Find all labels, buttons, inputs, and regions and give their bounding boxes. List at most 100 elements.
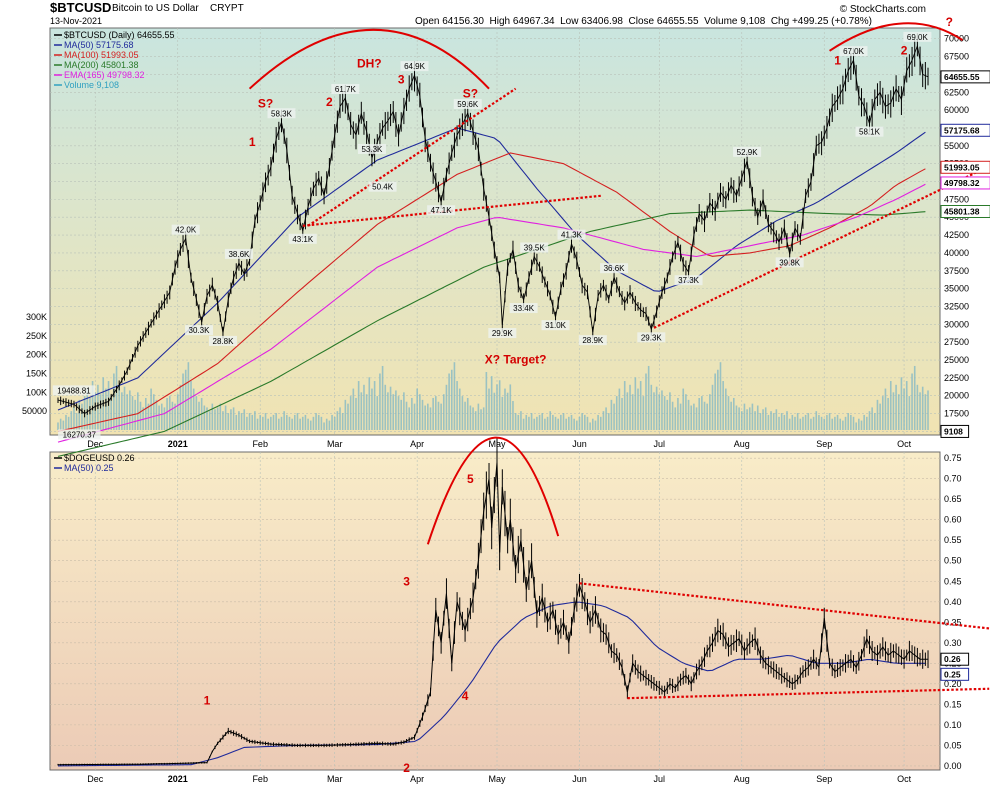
volume-bar bbox=[727, 396, 730, 430]
volume-bar bbox=[67, 416, 70, 430]
price-close-line bbox=[57, 44, 929, 415]
value-label: 37.3K bbox=[678, 276, 700, 285]
volume-bar bbox=[150, 388, 152, 430]
volume-bar bbox=[238, 411, 240, 430]
wave-label: 5 bbox=[467, 472, 474, 486]
red-annotation-labels: S? DH? S? 1 2 3 1 2? X? Target? 1 2 3 4 5 bbox=[204, 15, 953, 775]
volume-bar bbox=[413, 403, 416, 430]
volume-bar bbox=[740, 411, 743, 430]
doge-price-series bbox=[57, 437, 929, 766]
last-value-tag bbox=[940, 652, 970, 666]
volume-bar bbox=[812, 416, 815, 430]
value-label-bg bbox=[331, 83, 360, 94]
volume-bar bbox=[780, 413, 783, 430]
volume-bar bbox=[352, 388, 355, 430]
volume-bar bbox=[775, 409, 778, 430]
volume-bar bbox=[807, 413, 810, 430]
volume-bar bbox=[783, 414, 786, 430]
volume-bar bbox=[262, 416, 264, 430]
volume-tick-label: 250K bbox=[26, 331, 47, 341]
volume-bar bbox=[586, 416, 589, 430]
volume-bar bbox=[695, 407, 698, 430]
volume-bar bbox=[546, 416, 549, 430]
value-label-bg bbox=[855, 126, 884, 137]
volume-bar bbox=[836, 414, 839, 430]
volume-bar bbox=[184, 369, 187, 430]
volume-bar bbox=[440, 403, 442, 430]
volume-bar bbox=[235, 414, 238, 430]
volume-bar bbox=[248, 413, 251, 430]
volume-bar bbox=[179, 384, 182, 430]
volume-bar bbox=[834, 416, 836, 430]
volume-bar bbox=[323, 422, 325, 430]
volume-bar bbox=[70, 411, 73, 430]
moving-average-ema165 bbox=[57, 183, 926, 443]
volume-bar bbox=[658, 394, 661, 430]
volume-bar bbox=[496, 384, 498, 430]
volume-bar bbox=[488, 388, 490, 430]
volume-bar bbox=[246, 416, 248, 430]
peak-arc bbox=[426, 436, 560, 545]
volume-bar bbox=[693, 403, 695, 430]
chart-date: 13-Nov-2021 bbox=[50, 16, 102, 26]
volume-bar bbox=[573, 418, 575, 430]
price-tick-label: 40000 bbox=[944, 248, 969, 258]
volume-bar bbox=[568, 416, 570, 430]
volume-bar bbox=[528, 416, 530, 430]
price-tick-label: 70000 bbox=[944, 34, 969, 44]
value-label: 31.0K bbox=[545, 321, 567, 330]
volume-bar bbox=[442, 394, 445, 430]
pattern-label: 2 bbox=[326, 95, 333, 109]
last-value-text: 0.25 bbox=[944, 669, 961, 679]
volume-bar bbox=[730, 401, 732, 430]
doge-gridlines bbox=[50, 452, 940, 770]
volume-bar bbox=[804, 414, 807, 430]
volume-bar bbox=[264, 413, 267, 430]
price-tick-label: 0.20 bbox=[944, 679, 962, 689]
volume-bar bbox=[392, 394, 395, 430]
volume-bar bbox=[594, 420, 597, 430]
price-tick-label: 60000 bbox=[944, 105, 969, 115]
value-label: 39.5K bbox=[524, 243, 546, 252]
volume-bar bbox=[121, 392, 123, 430]
volume-bar bbox=[621, 397, 623, 430]
value-label-bg bbox=[674, 275, 703, 286]
value-label: 61.7K bbox=[335, 85, 357, 94]
value-label-bg bbox=[288, 233, 317, 244]
month-tick-label: Mar bbox=[327, 439, 343, 449]
volume-bar bbox=[363, 384, 365, 430]
volume-bar bbox=[831, 418, 834, 430]
month-tick-label: Jul bbox=[654, 439, 666, 449]
doge-month-axis: Dec 2021 Feb Mar Apr May Jun Jul Aug Sep Oct bbox=[87, 774, 911, 784]
pattern-label: S? bbox=[258, 96, 273, 110]
volume-bar bbox=[490, 376, 493, 430]
volume-bar bbox=[131, 396, 134, 430]
volume-bar bbox=[815, 411, 818, 430]
last-value-tag bbox=[940, 176, 990, 190]
volume-bar bbox=[908, 396, 911, 430]
value-label: 29.3K bbox=[641, 333, 663, 342]
month-tick-label: Sep bbox=[816, 774, 832, 784]
volume-bar bbox=[62, 420, 65, 430]
volume-bar bbox=[485, 371, 488, 430]
volume-tick-label: 200K bbox=[26, 350, 47, 360]
volume-bar bbox=[190, 381, 192, 430]
volume-bar bbox=[498, 380, 501, 430]
volume-bar bbox=[703, 401, 706, 430]
volume-bar bbox=[506, 392, 509, 430]
volume-bar bbox=[645, 373, 647, 430]
month-tick-label: Oct bbox=[897, 439, 912, 449]
volume-bar bbox=[198, 401, 200, 430]
volume-bar bbox=[400, 399, 403, 430]
price-tick-label: 0.05 bbox=[944, 740, 962, 750]
top-arc bbox=[829, 22, 964, 52]
volume-bar bbox=[615, 396, 618, 430]
price-tick-label: 25000 bbox=[944, 355, 969, 365]
value-label-bg bbox=[171, 224, 200, 235]
volume-bar bbox=[174, 403, 176, 430]
month-tick-label: Dec bbox=[87, 439, 104, 449]
volume-bar bbox=[698, 397, 701, 430]
value-label: 38.6K bbox=[228, 250, 250, 259]
volume-bar bbox=[331, 414, 333, 430]
